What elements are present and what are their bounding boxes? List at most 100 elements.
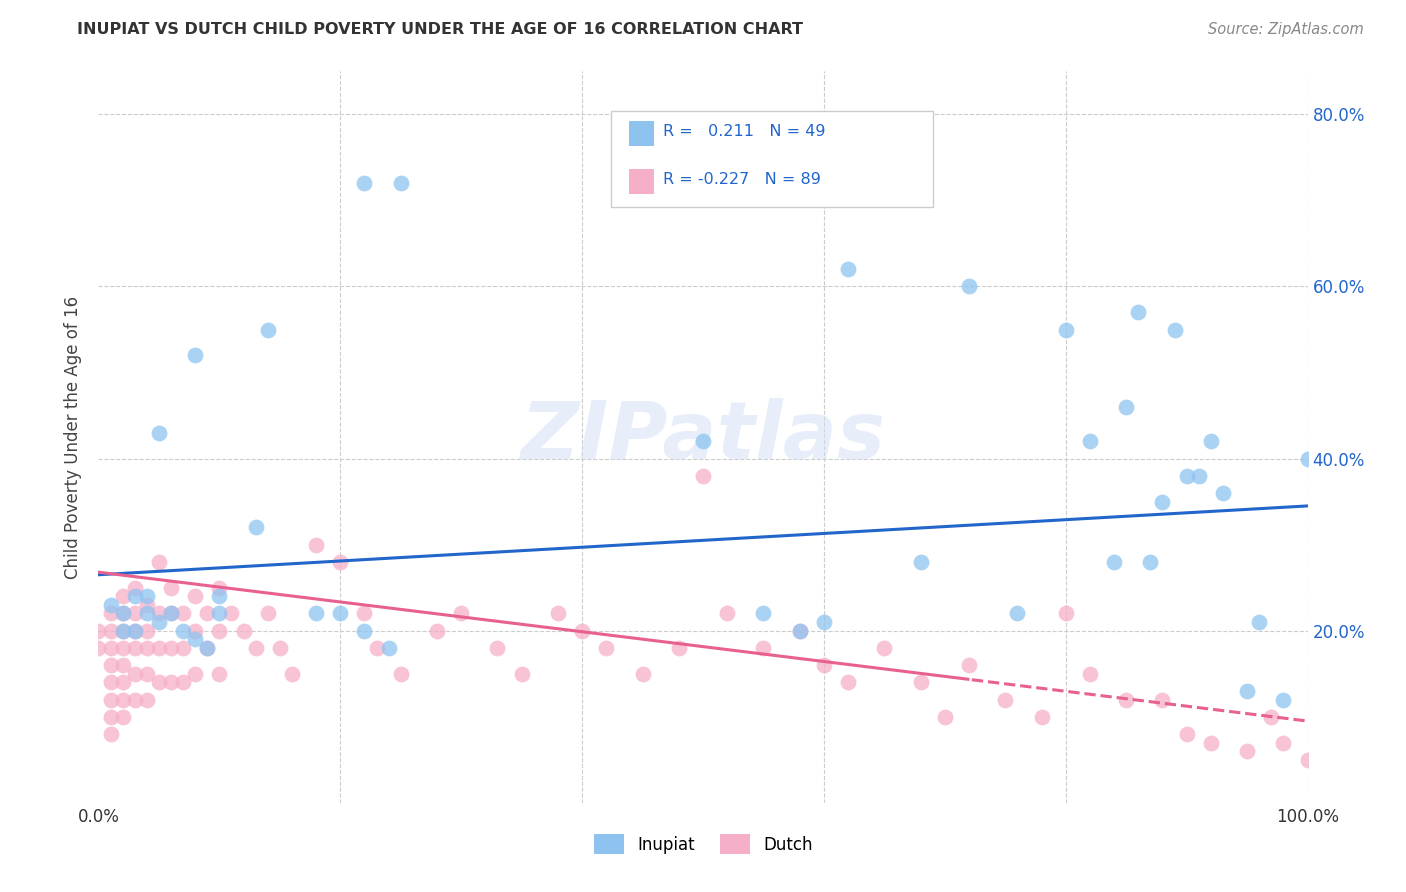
- Point: [1199, 434, 1222, 449]
- Point: [135, 624, 157, 638]
- Point: [752, 607, 775, 621]
- Point: [1296, 753, 1319, 767]
- Point: [135, 589, 157, 603]
- Point: [595, 640, 617, 655]
- Point: [1139, 555, 1161, 569]
- Point: [160, 607, 183, 621]
- Text: ZIPatlas: ZIPatlas: [520, 398, 886, 476]
- Point: [957, 279, 980, 293]
- Point: [281, 666, 304, 681]
- Text: R = -0.227   N = 89: R = -0.227 N = 89: [662, 171, 821, 186]
- Point: [100, 710, 122, 724]
- Point: [389, 666, 412, 681]
- Point: [172, 675, 194, 690]
- Point: [111, 710, 134, 724]
- Point: [172, 624, 194, 638]
- Point: [124, 607, 146, 621]
- Point: [208, 666, 231, 681]
- Point: [184, 589, 207, 603]
- Point: [1163, 322, 1185, 336]
- Point: [1102, 555, 1125, 569]
- Point: [111, 607, 134, 621]
- Point: [1078, 666, 1101, 681]
- Point: [124, 640, 146, 655]
- Text: Source: ZipAtlas.com: Source: ZipAtlas.com: [1208, 22, 1364, 37]
- Point: [124, 666, 146, 681]
- Point: [1115, 400, 1137, 414]
- Point: [1296, 451, 1319, 466]
- Point: [195, 640, 218, 655]
- Point: [450, 607, 472, 621]
- Point: [1272, 735, 1295, 749]
- Point: [184, 666, 207, 681]
- Text: INUPIAT VS DUTCH CHILD POVERTY UNDER THE AGE OF 16 CORRELATION CHART: INUPIAT VS DUTCH CHILD POVERTY UNDER THE…: [77, 22, 803, 37]
- Point: [329, 607, 352, 621]
- Point: [148, 555, 170, 569]
- Point: [124, 624, 146, 638]
- Point: [172, 607, 194, 621]
- Point: [486, 640, 509, 655]
- Point: [87, 640, 110, 655]
- Point: [100, 675, 122, 690]
- Point: [1054, 322, 1077, 336]
- Point: [1007, 607, 1029, 621]
- Point: [100, 692, 122, 706]
- Point: [668, 640, 690, 655]
- Point: [1128, 305, 1150, 319]
- Point: [1236, 684, 1258, 698]
- Point: [208, 589, 231, 603]
- Point: [389, 176, 412, 190]
- Point: [1152, 494, 1174, 508]
- Point: [366, 640, 388, 655]
- Point: [873, 640, 896, 655]
- Point: [221, 607, 243, 621]
- Point: [305, 607, 328, 621]
- Point: [269, 640, 291, 655]
- Point: [100, 598, 122, 612]
- Point: [752, 640, 775, 655]
- Point: [1175, 468, 1198, 483]
- Point: [124, 692, 146, 706]
- Point: [160, 675, 183, 690]
- Point: [1188, 468, 1211, 483]
- Point: [160, 581, 183, 595]
- Point: [1152, 692, 1174, 706]
- Point: [571, 624, 593, 638]
- Point: [1115, 692, 1137, 706]
- Point: [184, 624, 207, 638]
- Point: [195, 640, 218, 655]
- Point: [148, 640, 170, 655]
- Point: [208, 607, 231, 621]
- Point: [256, 607, 278, 621]
- Point: [692, 468, 714, 483]
- Point: [148, 425, 170, 440]
- Point: [232, 624, 254, 638]
- Point: [547, 607, 569, 621]
- Point: [256, 322, 278, 336]
- Point: [329, 555, 352, 569]
- Point: [789, 624, 811, 638]
- Point: [837, 262, 859, 277]
- Point: [111, 624, 134, 638]
- Point: [195, 607, 218, 621]
- Point: [910, 555, 932, 569]
- Point: [957, 658, 980, 673]
- Point: [789, 624, 811, 638]
- Point: [184, 632, 207, 647]
- Point: [111, 624, 134, 638]
- Point: [160, 640, 183, 655]
- Point: [100, 640, 122, 655]
- Point: [148, 675, 170, 690]
- Point: [208, 581, 231, 595]
- Point: [87, 624, 110, 638]
- Point: [172, 640, 194, 655]
- Point: [124, 581, 146, 595]
- Point: [692, 434, 714, 449]
- Point: [813, 658, 835, 673]
- Point: [135, 692, 157, 706]
- Point: [1236, 744, 1258, 758]
- Point: [1175, 727, 1198, 741]
- Point: [1249, 615, 1271, 629]
- Point: [813, 615, 835, 629]
- Point: [510, 666, 533, 681]
